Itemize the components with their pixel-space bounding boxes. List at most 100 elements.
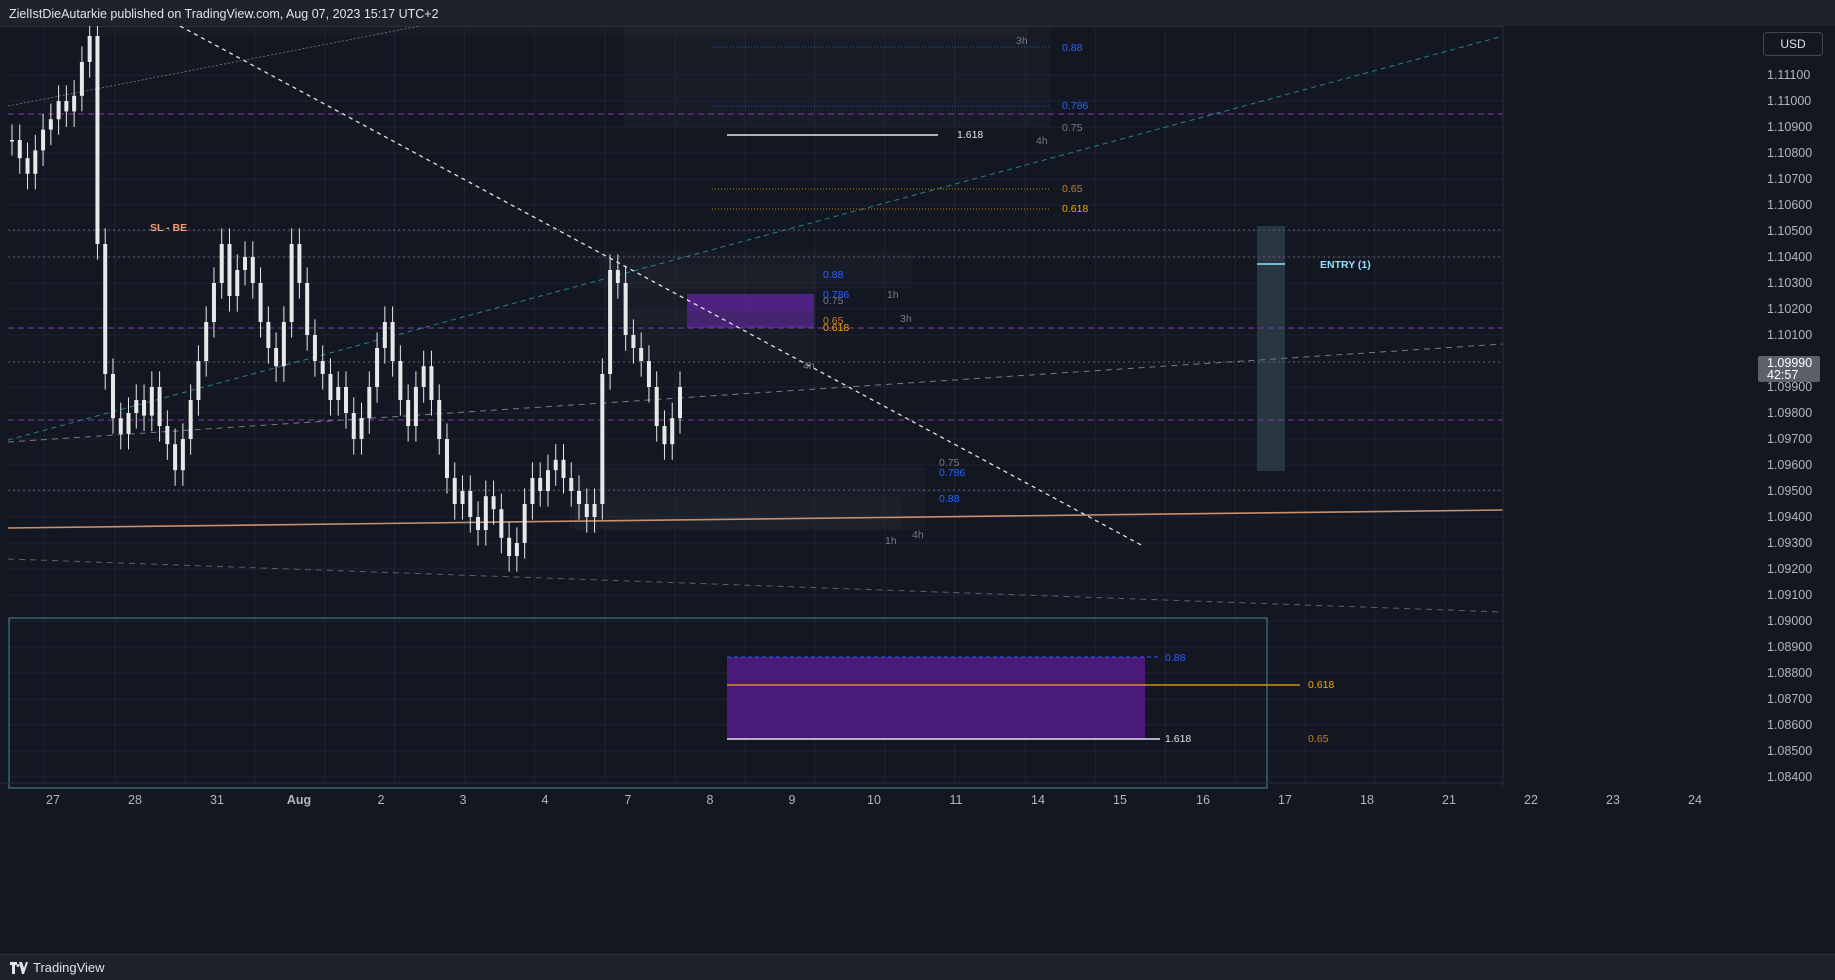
fib-label-16: 1.618: [1165, 733, 1191, 745]
price-tick-label: 1.09700: [1767, 432, 1812, 446]
candle-body: [662, 426, 667, 445]
candle-body: [577, 491, 582, 504]
candle-body: [670, 418, 675, 445]
price-tick-label: 1.09500: [1767, 484, 1812, 498]
candle-body: [95, 36, 100, 244]
candle-body: [157, 387, 162, 426]
price-tick-label: 1.09200: [1767, 562, 1812, 576]
candle-body: [514, 543, 519, 556]
time-tick-label: 2: [378, 793, 385, 807]
price-tick-label: 1.10600: [1767, 198, 1812, 212]
fib-label-0: 0.88: [1062, 42, 1083, 54]
timeframe-label-0: 3h: [1016, 35, 1028, 47]
candle-body: [499, 509, 504, 538]
footer-bar: TradingView: [0, 954, 1835, 980]
candle-body: [615, 270, 620, 283]
candle-body: [553, 459, 558, 471]
fib-label-2: 0.75: [1062, 122, 1083, 134]
fib-label-4: 0.65: [1062, 183, 1083, 195]
timeframe-label-5: 1h: [885, 535, 897, 547]
orange-trendline: [7, 509, 1504, 529]
candle-body: [118, 418, 123, 434]
price-tick-label: 1.08400: [1767, 770, 1812, 784]
fib-label-10: 0.618: [823, 322, 849, 334]
ob-box-4: [569, 497, 901, 529]
price-tick-label: 1.10100: [1767, 328, 1812, 342]
ob-box-0: [599, 251, 913, 289]
price-tick-label: 1.08800: [1767, 666, 1812, 680]
candle-body: [413, 387, 418, 426]
time-tick-label: 7: [625, 793, 632, 807]
candle-body: [289, 244, 294, 322]
fib-label-1: 0.786: [1062, 100, 1088, 112]
candle-body: [351, 413, 356, 439]
time-tick-label: 31: [210, 793, 224, 807]
candle-body: [623, 283, 628, 335]
entry-zone: [1257, 226, 1285, 471]
candle-body: [134, 400, 139, 413]
price-axis[interactable]: 1.11100 1.11000 1.10900 1.10800 1.10700 1.106…: [1502, 26, 1835, 954]
time-tick-label: 14: [1031, 793, 1045, 807]
candle-body: [219, 244, 224, 283]
time-tick-label: 28: [128, 793, 142, 807]
tradingview-brand[interactable]: TradingView: [33, 960, 105, 975]
price-tick-label: 1.08600: [1767, 718, 1812, 732]
candle-body: [281, 322, 286, 367]
candle-body: [258, 283, 263, 322]
candle-body: [56, 101, 61, 120]
time-axis[interactable]: 27 28 31 Aug 2 3 4 7 8 9 10 11 14 15 16 17 18 21 22 23 24: [0, 782, 1702, 807]
publish-info: ZielIstDieAutarkie published on TradingV…: [9, 7, 439, 21]
price-tick-label: 1.09000: [1767, 614, 1812, 628]
price-tick-label: 1.09300: [1767, 536, 1812, 550]
candle-body: [375, 348, 380, 387]
candle-body: [142, 400, 147, 416]
ob-box-2: [624, 310, 816, 360]
time-tick-label: 15: [1113, 793, 1127, 807]
grey-trendline: [7, 343, 1504, 443]
countdown-label: 42:57: [1767, 368, 1798, 382]
candle-body: [188, 400, 193, 439]
price-tick-label: 1.08700: [1767, 692, 1812, 706]
candle-body: [211, 283, 216, 322]
timeframe-label-6: 4h: [912, 529, 924, 541]
price-tick-label: 1.09100: [1767, 588, 1812, 602]
fib-label-14: 0.88: [1165, 652, 1186, 664]
price-tick-label: 1.11000: [1767, 94, 1811, 108]
candle-body: [452, 478, 457, 504]
candle-body: [678, 387, 682, 419]
upper-trendline: [7, 26, 421, 107]
candle-body: [235, 270, 240, 296]
candle-body: [491, 496, 496, 510]
price-tick-label: 1.10300: [1767, 276, 1812, 290]
time-tick-label: 10: [867, 793, 881, 807]
candle-body: [336, 387, 341, 400]
candle-body: [103, 244, 108, 374]
tradingview-logo-icon[interactable]: [10, 962, 28, 974]
time-tick-label: 17: [1278, 793, 1292, 807]
candle-body: [243, 257, 248, 270]
time-tick-label: 3: [460, 793, 467, 807]
price-tick-label: 1.10900: [1767, 120, 1812, 134]
candle-body: [173, 444, 178, 471]
candle-body: [87, 36, 92, 62]
purple-zone-lower: [727, 657, 1145, 739]
price-tick-label: 1.11100: [1767, 68, 1810, 82]
time-tick-label: 16: [1196, 793, 1210, 807]
candle-body: [10, 140, 14, 142]
candle-body: [79, 62, 84, 96]
candle-body: [196, 361, 201, 400]
price-tick-label: 1.09400: [1767, 510, 1812, 524]
candle-body: [33, 150, 38, 174]
candle-body: [390, 322, 395, 361]
currency-button[interactable]: USD: [1763, 32, 1823, 56]
candle-body: [126, 413, 131, 434]
candle-body: [631, 335, 636, 348]
candle-body: [507, 537, 512, 556]
time-tick-label: 8: [707, 793, 714, 807]
candle-body: [530, 478, 535, 504]
time-tick-label: 11: [950, 793, 963, 807]
lower-trendline: [7, 558, 1504, 613]
candle-body: [460, 491, 465, 504]
candle-body: [406, 400, 411, 426]
